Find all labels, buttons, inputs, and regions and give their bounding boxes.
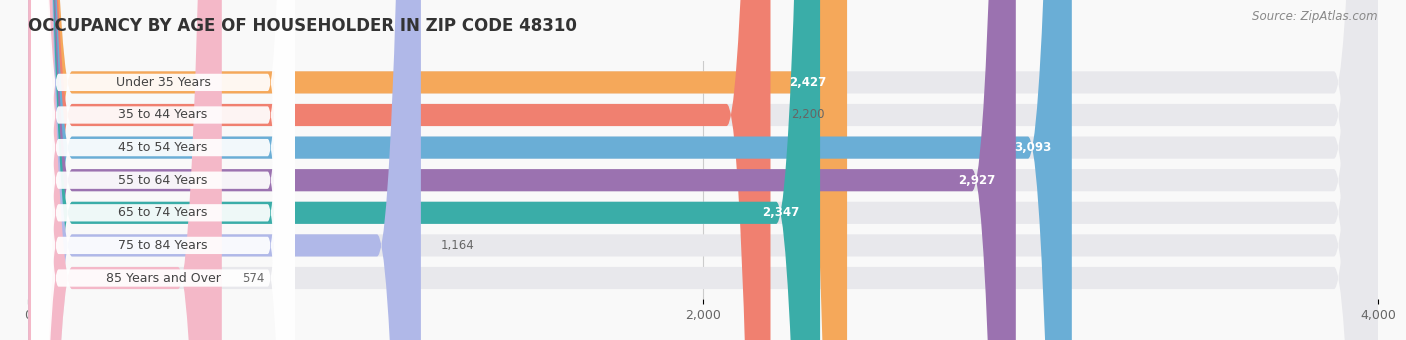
Text: 85 Years and Over: 85 Years and Over [105,272,221,285]
FancyBboxPatch shape [28,0,820,340]
FancyBboxPatch shape [28,0,770,340]
Text: 35 to 44 Years: 35 to 44 Years [118,108,208,121]
Text: 45 to 54 Years: 45 to 54 Years [118,141,208,154]
FancyBboxPatch shape [28,0,1015,340]
Text: 2,927: 2,927 [959,174,995,187]
Text: 574: 574 [242,272,264,285]
FancyBboxPatch shape [28,0,222,340]
Text: 75 to 84 Years: 75 to 84 Years [118,239,208,252]
FancyBboxPatch shape [31,0,295,340]
Text: Source: ZipAtlas.com: Source: ZipAtlas.com [1253,10,1378,23]
FancyBboxPatch shape [28,0,1378,340]
FancyBboxPatch shape [28,0,1378,340]
Text: 2,347: 2,347 [762,206,800,219]
FancyBboxPatch shape [28,0,1071,340]
FancyBboxPatch shape [28,0,1378,340]
FancyBboxPatch shape [31,0,295,340]
FancyBboxPatch shape [28,0,1378,340]
Text: 3,093: 3,093 [1014,141,1052,154]
Text: 2,200: 2,200 [790,108,824,121]
FancyBboxPatch shape [31,0,295,340]
Text: 2,427: 2,427 [790,76,827,89]
Text: 1,164: 1,164 [441,239,475,252]
FancyBboxPatch shape [31,0,295,340]
Text: OCCUPANCY BY AGE OF HOUSEHOLDER IN ZIP CODE 48310: OCCUPANCY BY AGE OF HOUSEHOLDER IN ZIP C… [28,17,576,35]
Text: 65 to 74 Years: 65 to 74 Years [118,206,208,219]
FancyBboxPatch shape [31,0,295,340]
FancyBboxPatch shape [28,0,1378,340]
Text: 55 to 64 Years: 55 to 64 Years [118,174,208,187]
Text: Under 35 Years: Under 35 Years [115,76,211,89]
FancyBboxPatch shape [28,0,1378,340]
FancyBboxPatch shape [28,0,1378,340]
FancyBboxPatch shape [31,0,295,340]
FancyBboxPatch shape [31,0,295,340]
FancyBboxPatch shape [28,0,846,340]
FancyBboxPatch shape [28,0,420,340]
